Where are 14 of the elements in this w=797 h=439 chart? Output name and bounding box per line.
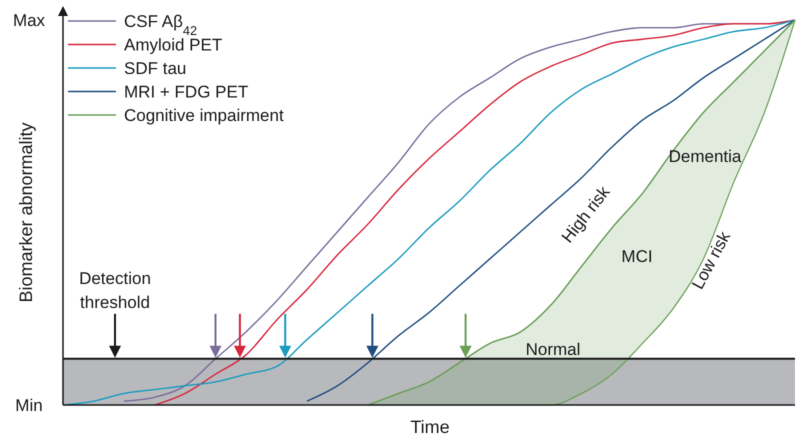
legend-label: MRI + FDG PET	[124, 82, 248, 102]
annotation: Normal	[526, 340, 580, 359]
text: Min	[15, 396, 43, 415]
annotation: MCI	[621, 247, 653, 266]
legend-label: SDF tau	[124, 59, 186, 78]
y-axis-title: Biomarker abnormality	[16, 122, 36, 303]
x-axis-title: Time	[410, 417, 450, 437]
legend-label: Cognitive impairment	[124, 106, 284, 125]
annotation: Detection threshold	[79, 269, 151, 312]
annotation: Low risk	[688, 228, 734, 292]
legend-label: Amyloid PET	[124, 36, 222, 54]
text: Max	[12, 11, 46, 30]
legend-label: CSF Aβ$_{42}$	[124, 12, 198, 38]
annotation: Dementia	[668, 147, 742, 166]
